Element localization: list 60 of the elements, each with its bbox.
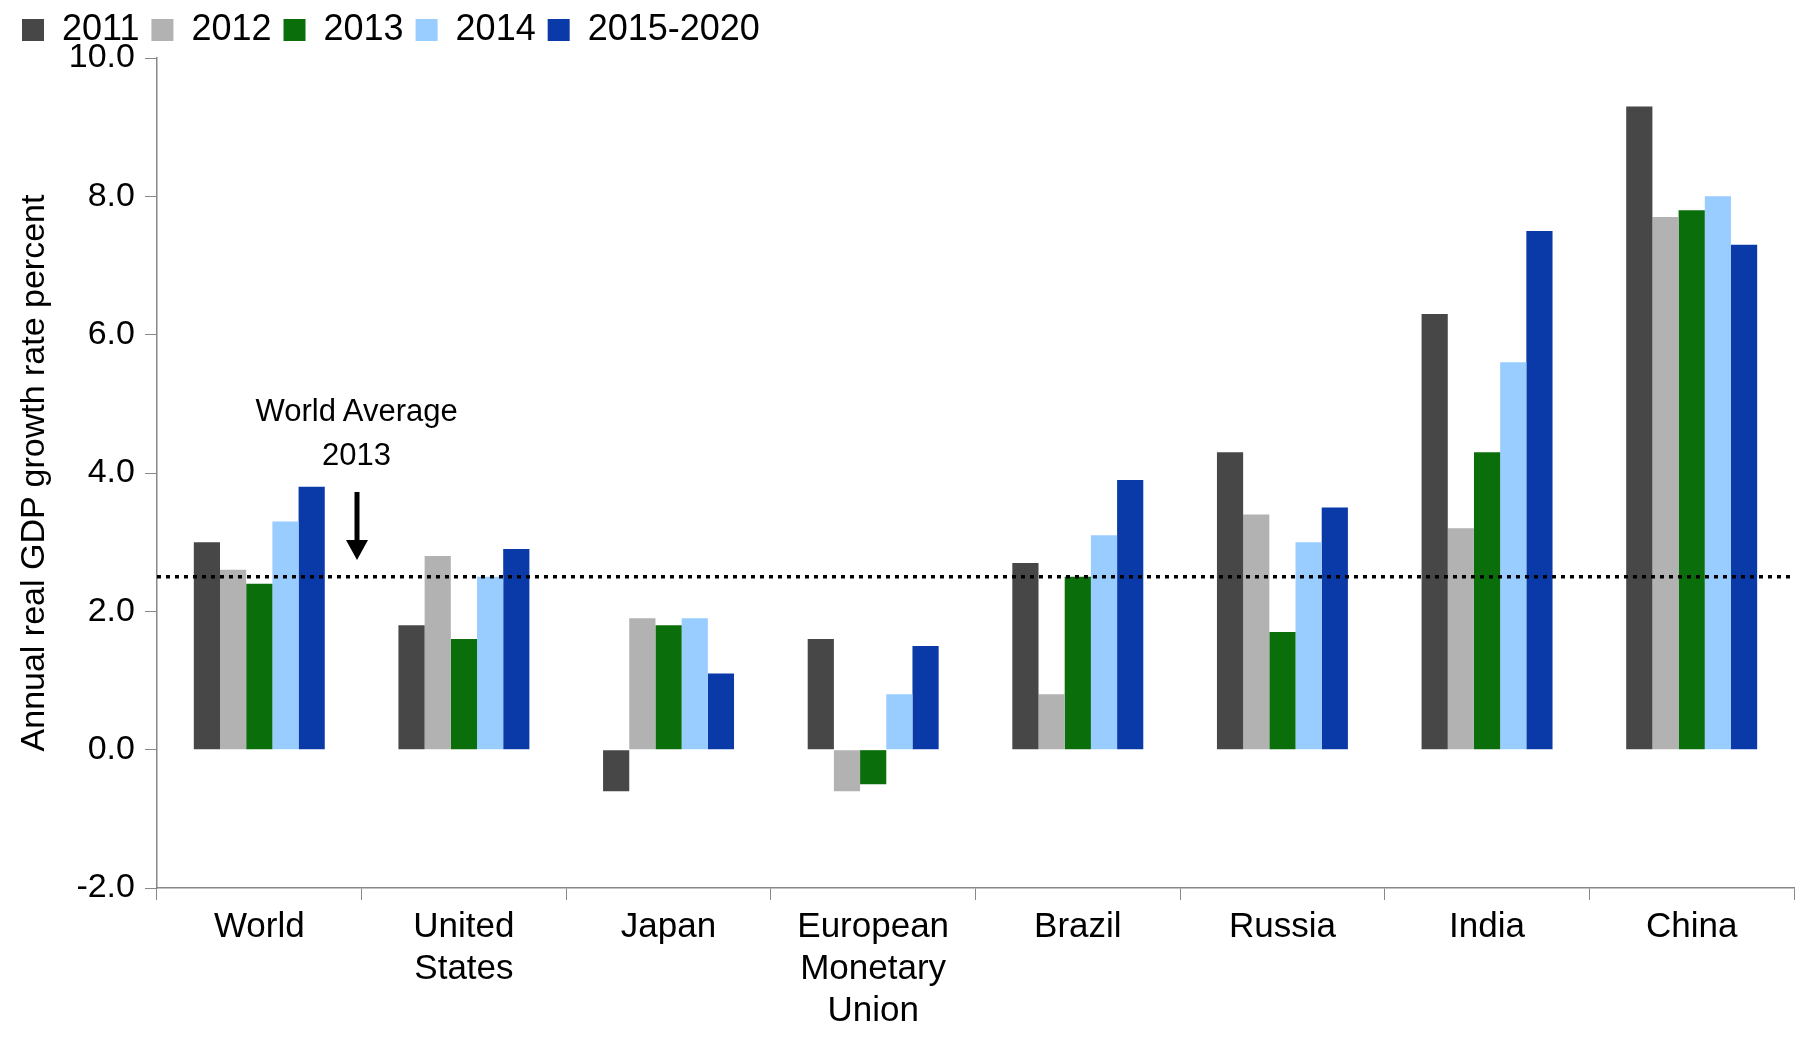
y-tick-label: 4.0 xyxy=(87,451,135,490)
y-tick-label: 0.0 xyxy=(87,728,135,767)
bar xyxy=(1117,479,1144,750)
x-tick-label: China xyxy=(1645,904,1738,944)
bar xyxy=(220,569,247,750)
bar xyxy=(1090,535,1118,750)
legend-label: 2013 xyxy=(323,6,404,48)
y-axis-title: Annual real GDP growth rate percent xyxy=(12,194,51,752)
bar xyxy=(912,645,939,750)
bar xyxy=(1500,362,1527,750)
y-tick-label: 8.0 xyxy=(87,174,135,213)
x-tick-label: India xyxy=(1449,904,1526,944)
bar xyxy=(655,625,682,750)
x-tick-label: Russia xyxy=(1228,904,1337,944)
y-tick-label: 2.0 xyxy=(87,589,135,628)
x-tick-label: United States xyxy=(413,904,515,986)
bar xyxy=(1473,452,1501,750)
bar xyxy=(477,576,504,750)
bar xyxy=(1012,562,1039,750)
bar xyxy=(1064,576,1091,750)
legend-label: 2012 xyxy=(191,6,272,48)
y-tick-label: 6.0 xyxy=(87,313,135,352)
y-tick-label: -2.0 xyxy=(76,866,135,905)
bar xyxy=(450,639,478,750)
bar xyxy=(681,618,708,750)
annotation: World Average 2013 xyxy=(255,392,458,472)
x-tick-label: European Monetary Union xyxy=(797,904,950,1028)
bar xyxy=(1526,230,1553,750)
x-tick-label: Japan xyxy=(620,904,717,944)
bar xyxy=(603,750,630,792)
bar xyxy=(1678,210,1705,750)
bar xyxy=(1216,452,1244,750)
bar xyxy=(807,639,834,750)
bar xyxy=(1038,694,1065,750)
legend-label: 2015-2020 xyxy=(587,6,760,48)
bar xyxy=(1626,106,1653,750)
bar xyxy=(629,618,656,750)
bar xyxy=(1704,196,1731,750)
x-tick-label: World xyxy=(213,904,305,944)
bar xyxy=(1447,528,1474,750)
bar xyxy=(503,549,530,750)
bar xyxy=(1295,542,1322,750)
bar xyxy=(886,694,913,750)
bar xyxy=(833,750,861,792)
x-tick-label: Brazil xyxy=(1034,904,1122,944)
bar xyxy=(860,750,887,785)
bar xyxy=(1730,244,1758,750)
bar xyxy=(398,625,425,750)
legend-label: 2014 xyxy=(455,6,536,48)
bar xyxy=(707,673,735,750)
bar xyxy=(193,542,220,750)
bar xyxy=(424,556,451,750)
bar xyxy=(1243,514,1270,750)
bar xyxy=(1321,507,1348,750)
bar xyxy=(1269,632,1296,750)
bar xyxy=(1421,313,1448,750)
bar xyxy=(272,521,299,750)
bar xyxy=(298,486,325,750)
bar xyxy=(1652,217,1679,750)
bar xyxy=(246,583,273,750)
